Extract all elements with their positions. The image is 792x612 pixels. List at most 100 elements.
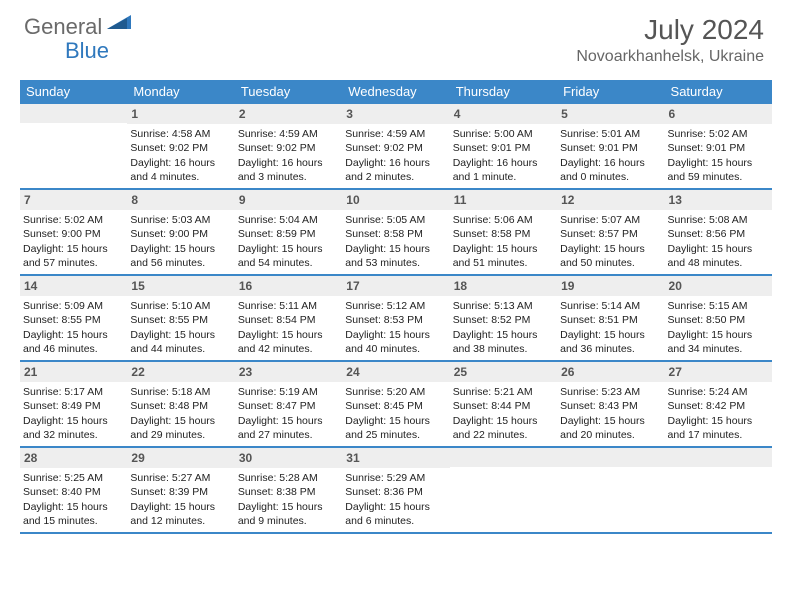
logo-text-general: General — [24, 14, 102, 40]
day-detail-line: Sunset: 8:59 PM — [238, 227, 339, 241]
day-detail-line: Daylight: 15 hours — [560, 414, 661, 428]
day-detail-line: Sunset: 9:01 PM — [668, 141, 769, 155]
day-detail-line: Sunset: 9:02 PM — [238, 141, 339, 155]
day-detail-line: Sunrise: 5:08 AM — [668, 213, 769, 227]
day-detail-line: Daylight: 15 hours — [238, 242, 339, 256]
day-detail-line: Daylight: 16 hours — [238, 156, 339, 170]
day-detail-line: Daylight: 15 hours — [23, 414, 124, 428]
day-detail-line: Daylight: 15 hours — [130, 414, 231, 428]
day-detail-line: Sunrise: 5:19 AM — [238, 385, 339, 399]
weeks-container: 1Sunrise: 4:58 AMSunset: 9:02 PMDaylight… — [20, 104, 772, 534]
day-detail-line: and 2 minutes. — [345, 170, 446, 184]
day-detail-line: Sunrise: 5:13 AM — [453, 299, 554, 313]
day-detail-line: Sunrise: 5:17 AM — [23, 385, 124, 399]
day-detail-line: Sunrise: 5:29 AM — [345, 471, 446, 485]
day-detail-line: Daylight: 15 hours — [453, 242, 554, 256]
day-detail-line: Sunset: 8:57 PM — [560, 227, 661, 241]
day-detail-line: and 9 minutes. — [238, 514, 339, 528]
week-row: 7Sunrise: 5:02 AMSunset: 9:00 PMDaylight… — [20, 190, 772, 276]
day-cell: 4Sunrise: 5:00 AMSunset: 9:01 PMDaylight… — [450, 104, 557, 188]
day-detail-line: and 6 minutes. — [345, 514, 446, 528]
day-cell: 23Sunrise: 5:19 AMSunset: 8:47 PMDayligh… — [235, 362, 342, 446]
day-detail-line: Sunrise: 5:09 AM — [23, 299, 124, 313]
day-cell: 11Sunrise: 5:06 AMSunset: 8:58 PMDayligh… — [450, 190, 557, 274]
day-cell — [665, 448, 772, 532]
day-header: Tuesday — [235, 80, 342, 104]
day-detail-line: and 46 minutes. — [23, 342, 124, 356]
day-number: 15 — [127, 276, 234, 296]
day-detail-line: Sunrise: 5:06 AM — [453, 213, 554, 227]
day-detail-line: Sunset: 8:56 PM — [668, 227, 769, 241]
day-number: 5 — [557, 104, 664, 124]
week-row: 21Sunrise: 5:17 AMSunset: 8:49 PMDayligh… — [20, 362, 772, 448]
day-header: Sunday — [20, 80, 127, 104]
day-detail-line: Sunrise: 5:12 AM — [345, 299, 446, 313]
day-cell: 22Sunrise: 5:18 AMSunset: 8:48 PMDayligh… — [127, 362, 234, 446]
week-row: 14Sunrise: 5:09 AMSunset: 8:55 PMDayligh… — [20, 276, 772, 362]
day-number: 6 — [665, 104, 772, 124]
day-cell: 25Sunrise: 5:21 AMSunset: 8:44 PMDayligh… — [450, 362, 557, 446]
day-detail-line: and 54 minutes. — [238, 256, 339, 270]
day-number: 9 — [235, 190, 342, 210]
day-cell — [450, 448, 557, 532]
day-detail-line: Sunset: 8:38 PM — [238, 485, 339, 499]
day-detail-line: Sunrise: 5:15 AM — [668, 299, 769, 313]
day-detail-line: Daylight: 15 hours — [238, 500, 339, 514]
day-detail-line: Daylight: 15 hours — [345, 414, 446, 428]
day-detail-line: Daylight: 15 hours — [238, 414, 339, 428]
day-cell — [20, 104, 127, 188]
day-cell: 8Sunrise: 5:03 AMSunset: 9:00 PMDaylight… — [127, 190, 234, 274]
day-detail-line: Sunrise: 5:28 AM — [238, 471, 339, 485]
day-cell: 19Sunrise: 5:14 AMSunset: 8:51 PMDayligh… — [557, 276, 664, 360]
day-detail-line: Sunset: 8:55 PM — [23, 313, 124, 327]
calendar: SundayMondayTuesdayWednesdayThursdayFrid… — [20, 80, 772, 534]
day-detail-line: Daylight: 15 hours — [130, 242, 231, 256]
day-detail-line: Sunrise: 4:59 AM — [238, 127, 339, 141]
day-detail-line: Sunrise: 4:58 AM — [130, 127, 231, 141]
day-cell: 30Sunrise: 5:28 AMSunset: 8:38 PMDayligh… — [235, 448, 342, 532]
day-cell: 26Sunrise: 5:23 AMSunset: 8:43 PMDayligh… — [557, 362, 664, 446]
day-number: 13 — [665, 190, 772, 210]
day-cell: 31Sunrise: 5:29 AMSunset: 8:36 PMDayligh… — [342, 448, 449, 532]
day-detail-line: Sunset: 9:00 PM — [23, 227, 124, 241]
day-detail-line: Sunrise: 5:23 AM — [560, 385, 661, 399]
title-block: July 2024 Novoarkhanhelsk, Ukraine — [576, 14, 764, 66]
day-detail-line: Daylight: 15 hours — [668, 156, 769, 170]
day-detail-line: and 15 minutes. — [23, 514, 124, 528]
day-number: 24 — [342, 362, 449, 382]
day-detail-line: and 44 minutes. — [130, 342, 231, 356]
day-detail-line: Daylight: 15 hours — [453, 414, 554, 428]
day-number: 2 — [235, 104, 342, 124]
day-detail-line: and 48 minutes. — [668, 256, 769, 270]
day-detail-line: Daylight: 15 hours — [453, 328, 554, 342]
day-detail-line: Sunset: 9:00 PM — [130, 227, 231, 241]
day-cell: 3Sunrise: 4:59 AMSunset: 9:02 PMDaylight… — [342, 104, 449, 188]
day-cell: 7Sunrise: 5:02 AMSunset: 9:00 PMDaylight… — [20, 190, 127, 274]
day-number: 12 — [557, 190, 664, 210]
day-detail-line: and 32 minutes. — [23, 428, 124, 442]
day-cell: 17Sunrise: 5:12 AMSunset: 8:53 PMDayligh… — [342, 276, 449, 360]
day-detail-line: Daylight: 16 hours — [453, 156, 554, 170]
day-detail-line: Sunset: 8:36 PM — [345, 485, 446, 499]
day-cell: 21Sunrise: 5:17 AMSunset: 8:49 PMDayligh… — [20, 362, 127, 446]
day-detail-line: Sunset: 8:58 PM — [453, 227, 554, 241]
day-detail-line: Sunrise: 5:07 AM — [560, 213, 661, 227]
day-detail-line: Sunrise: 5:01 AM — [560, 127, 661, 141]
day-detail-line: Daylight: 15 hours — [23, 242, 124, 256]
day-detail-line: Sunrise: 5:04 AM — [238, 213, 339, 227]
day-cell: 16Sunrise: 5:11 AMSunset: 8:54 PMDayligh… — [235, 276, 342, 360]
day-header: Monday — [127, 80, 234, 104]
day-detail-line: Daylight: 15 hours — [345, 500, 446, 514]
day-detail-line: and 34 minutes. — [668, 342, 769, 356]
day-header: Friday — [557, 80, 664, 104]
day-number: 10 — [342, 190, 449, 210]
day-cell: 20Sunrise: 5:15 AMSunset: 8:50 PMDayligh… — [665, 276, 772, 360]
header: General Blue July 2024 Novoarkhanhelsk, … — [0, 0, 792, 72]
day-detail-line: Sunset: 9:01 PM — [453, 141, 554, 155]
day-detail-line: Sunset: 8:39 PM — [130, 485, 231, 499]
day-cell: 6Sunrise: 5:02 AMSunset: 9:01 PMDaylight… — [665, 104, 772, 188]
day-detail-line: and 12 minutes. — [130, 514, 231, 528]
day-detail-line: Daylight: 15 hours — [345, 328, 446, 342]
day-detail-line: and 1 minute. — [453, 170, 554, 184]
day-number: 22 — [127, 362, 234, 382]
